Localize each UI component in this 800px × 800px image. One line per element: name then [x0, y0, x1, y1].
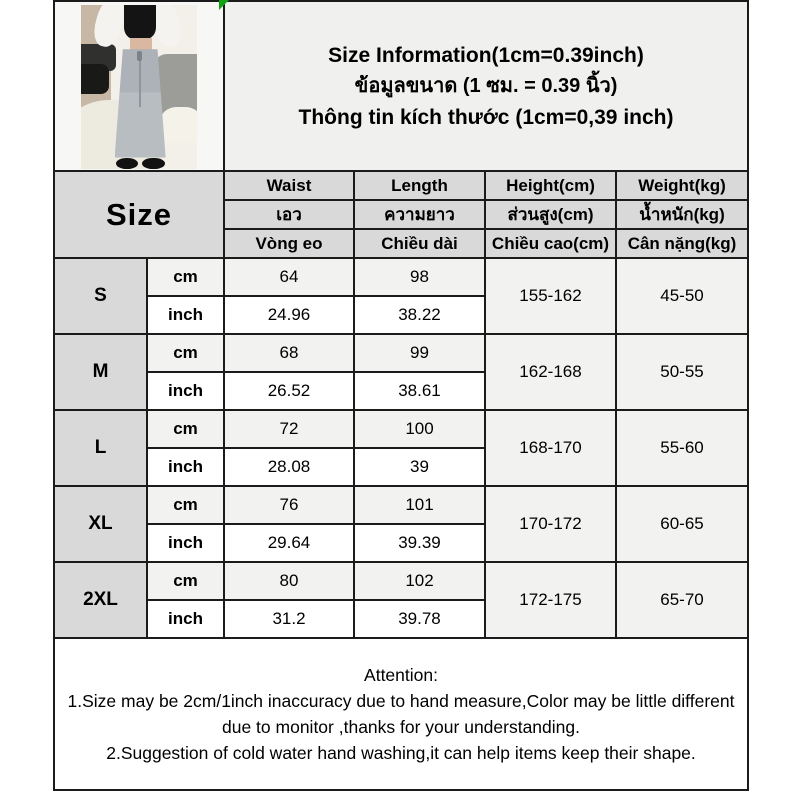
length-inch-value: 39.78 — [353, 599, 486, 639]
waist-cm-value: 68 — [223, 333, 355, 373]
photo-cushion-shape — [81, 64, 109, 94]
product-photo-cell — [53, 0, 225, 172]
col-header-waist-vi: Vòng eo — [223, 228, 355, 259]
unit-label-cm: cm — [146, 485, 225, 525]
photo-pants-seam-shape — [139, 60, 141, 107]
length-inch-value: 39.39 — [353, 523, 486, 563]
weight-range-value: 45-50 — [614, 257, 750, 335]
unit-label-cm: cm — [146, 561, 225, 601]
waist-cm-value: 80 — [223, 561, 355, 601]
size-row-l-cm: L cm 72 100 168-170 55-60 — [53, 409, 750, 487]
col-header-weight-vi: Cân nặng(kg) — [614, 228, 750, 259]
size-row-s-cm: S cm 64 98 155-162 45-50 — [53, 257, 750, 335]
height-range-value: 155-162 — [484, 257, 617, 335]
header-banner-row: Size Information(1cm=0.39inch) ข้อมูลขนา… — [53, 0, 750, 172]
waist-inch-value: 29.64 — [223, 523, 355, 563]
col-header-length-en: Length — [353, 170, 486, 201]
size-label: 2XL — [53, 561, 148, 639]
unit-label-cm: cm — [146, 409, 225, 449]
col-header-weight-en: Weight(kg) — [614, 170, 750, 201]
waist-inch-value: 24.96 — [223, 295, 355, 335]
col-header-height-vi: Chiều cao(cm) — [484, 228, 617, 259]
length-inch-value: 38.61 — [353, 371, 486, 411]
col-header-waist-en: Waist — [223, 170, 355, 201]
attention-cell: Attention: 1.Size may be 2cm/1inch inacc… — [52, 637, 750, 791]
weight-range-value: 60-65 — [614, 485, 750, 563]
photo-midriff-shape — [129, 37, 152, 51]
size-row-m-inch: inch 26.52 38.61 — [54, 371, 748, 411]
unit-label-inch: inch — [146, 523, 225, 563]
height-range-value: 170-172 — [484, 485, 617, 563]
size-row-m-cm: M cm 68 99 162-168 50-55 — [53, 333, 750, 411]
size-label: M — [53, 333, 148, 411]
attention-heading: Attention: — [364, 664, 438, 685]
title-vietnamese: Thông tin kích thước (1cm=0,39 inch) — [298, 105, 674, 129]
col-header-weight-th: น้ำหนัก(kg) — [614, 199, 750, 230]
height-range-value: 168-170 — [484, 409, 617, 487]
size-row-xl-inch: inch 29.64 39.39 — [54, 523, 748, 563]
length-cm-value: 98 — [353, 257, 486, 297]
photo-left-sandal-shape — [115, 157, 138, 169]
column-headers-thai: เอว ความยาว ส่วนสูง(cm) น้ำหนัก(kg) — [54, 199, 750, 230]
length-cm-value: 102 — [353, 561, 486, 601]
attention-row: Attention: 1.Size may be 2cm/1inch inacc… — [52, 637, 750, 791]
col-header-waist-th: เอว — [223, 199, 355, 230]
unit-label-inch: inch — [146, 599, 225, 639]
waist-inch-value: 28.08 — [223, 447, 355, 487]
photo-left-sleeve-shape — [90, 5, 128, 51]
waist-cm-value: 64 — [223, 257, 355, 297]
weight-range-value: 50-55 — [614, 333, 750, 411]
column-headers-english: Size Waist Length Height(cm) Weight(kg) — [53, 170, 750, 259]
length-inch-value: 38.22 — [353, 295, 486, 335]
unit-label-inch: inch — [146, 371, 225, 411]
title-thai: ข้อมูลขนาด (1 ซม. = 0.39 นิ้ว) — [354, 74, 618, 97]
weight-range-value: 55-60 — [614, 409, 750, 487]
col-header-height-th: ส่วนสูง(cm) — [484, 199, 617, 230]
size-corner-label: Size — [53, 170, 225, 259]
height-range-value: 172-175 — [484, 561, 617, 639]
size-chart-table: Size Information(1cm=0.39inch) ข้อมูลขนา… — [52, 0, 750, 791]
col-header-length-th: ความยาว — [353, 199, 486, 230]
photo-right-sandal-shape — [142, 157, 165, 169]
product-photo — [81, 5, 197, 169]
size-label: XL — [53, 485, 148, 563]
size-label: S — [53, 257, 148, 335]
col-header-length-vi: Chiều dài — [353, 228, 486, 259]
photo-drawstring-shape — [136, 50, 142, 61]
unit-label-cm: cm — [146, 333, 225, 373]
unit-label-cm: cm — [146, 257, 225, 297]
size-row-2xl-inch: inch 31.2 39.78 — [54, 599, 748, 639]
waist-inch-value: 26.52 — [223, 371, 355, 411]
length-cm-value: 99 — [353, 333, 486, 373]
size-row-s-inch: inch 24.96 38.22 — [54, 295, 748, 335]
waist-cm-value: 76 — [223, 485, 355, 525]
col-header-height-en: Height(cm) — [484, 170, 617, 201]
weight-range-value: 65-70 — [614, 561, 750, 639]
photo-black-vest-shape — [123, 5, 157, 40]
waist-cm-value: 72 — [223, 409, 355, 449]
attention-note-2: 2.Suggestion of cold water hand washing,… — [106, 743, 696, 764]
size-label: L — [53, 409, 148, 487]
title-english: Size Information(1cm=0.39inch) — [328, 43, 644, 67]
green-corner-marker — [219, 0, 229, 10]
attention-note-1: 1.Size may be 2cm/1inch inaccuracy due t… — [67, 690, 735, 737]
photo-bedding-shape — [159, 106, 197, 143]
unit-label-inch: inch — [146, 295, 225, 335]
size-row-2xl-cm: 2XL cm 80 102 172-175 65-70 — [53, 561, 750, 639]
size-row-xl-cm: XL cm 76 101 170-172 60-65 — [53, 485, 750, 563]
title-cell: Size Information(1cm=0.39inch) ข้อมูลขนา… — [222, 0, 750, 172]
height-range-value: 162-168 — [484, 333, 617, 411]
size-row-l-inch: inch 28.08 39 — [54, 447, 748, 487]
unit-label-inch: inch — [146, 447, 225, 487]
waist-inch-value: 31.2 — [223, 599, 355, 639]
column-headers-vietnamese: Vòng eo Chiều dài Chiều cao(cm) Cân nặng… — [54, 228, 750, 259]
length-cm-value: 101 — [353, 485, 486, 525]
length-inch-value: 39 — [353, 447, 486, 487]
length-cm-value: 100 — [353, 409, 486, 449]
